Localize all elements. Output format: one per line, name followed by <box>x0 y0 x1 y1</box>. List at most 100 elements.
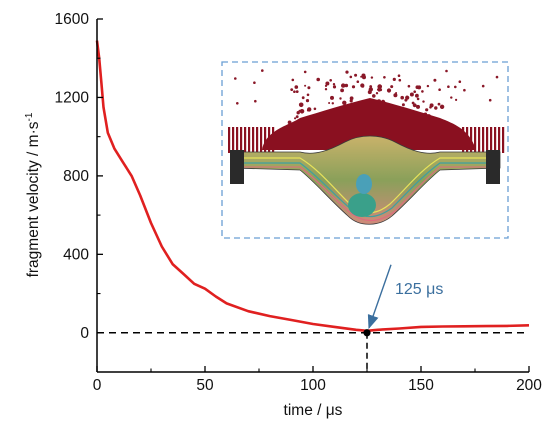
fragment-particle <box>397 74 401 77</box>
column-element <box>502 127 505 153</box>
fragment-particle <box>445 69 448 73</box>
fragment-particle <box>332 83 336 86</box>
fragment-particle <box>369 85 373 88</box>
fragment-particle <box>299 109 305 114</box>
fragment-particle <box>495 75 499 79</box>
fragment-particle <box>294 85 299 89</box>
column-element <box>240 127 243 153</box>
fragment-particle <box>375 92 379 95</box>
fragment-particle <box>295 90 299 93</box>
fragment-particle <box>339 97 342 100</box>
fragment-particle <box>401 103 405 107</box>
fragment-particle <box>332 85 337 89</box>
fragment-particle <box>306 93 310 97</box>
fragment-particle <box>341 83 346 88</box>
fragment-particle <box>412 103 417 108</box>
penetrator-core <box>348 193 376 217</box>
fragment-particle <box>398 78 402 82</box>
fragment-particle <box>301 96 305 100</box>
fragment-particle <box>294 117 297 120</box>
fragment-particle <box>377 88 380 91</box>
y-tick-label: 800 <box>63 168 89 185</box>
fragment-particle <box>390 85 394 89</box>
y-axis-label-main: fragment velocity / m·s <box>25 121 42 277</box>
fragment-particle <box>329 79 333 82</box>
fragment-particle <box>416 97 420 101</box>
fragment-particle <box>370 76 374 79</box>
fragment-particle <box>386 88 392 93</box>
fragment-particle <box>439 104 445 110</box>
fragment-particle <box>368 87 373 92</box>
fragment-particle <box>307 86 311 90</box>
column-element <box>232 127 235 153</box>
annotation-arrow <box>367 264 392 330</box>
left-support <box>230 150 244 184</box>
y-tick-label: 400 <box>63 246 89 263</box>
fragment-particle <box>305 99 310 103</box>
fragment-particle <box>324 88 328 91</box>
fragment-particle <box>234 77 237 80</box>
fragment-particle <box>344 83 349 88</box>
fragment-particle <box>331 102 334 105</box>
fragment-particle <box>342 100 347 106</box>
y-axis-label: fragment velocity / m·s-1 <box>24 112 42 277</box>
column-element <box>478 127 481 153</box>
fragment-particle <box>383 76 386 79</box>
column-element <box>236 127 239 153</box>
fragment-particle <box>407 84 411 88</box>
fragment-particle <box>422 100 425 103</box>
fragment-particle <box>296 111 300 115</box>
inset-simulation-image <box>221 61 509 239</box>
fragment-particle <box>325 81 330 86</box>
fragment-particle <box>447 85 450 88</box>
fragment-particle <box>330 95 334 100</box>
fragment-particle <box>356 80 360 83</box>
column-element <box>486 127 489 153</box>
fragment-particle <box>433 78 437 82</box>
fragment-particle <box>303 70 307 74</box>
fragment-particle <box>349 75 353 79</box>
column-element <box>474 127 477 153</box>
fragment-particle <box>415 93 419 98</box>
y-axis-label-superscript: -1 <box>24 112 35 121</box>
column-element <box>252 127 255 153</box>
fragment-particle <box>236 102 239 105</box>
fragment-particle <box>254 99 257 103</box>
fragment-particle <box>425 108 429 112</box>
right-support <box>486 150 500 184</box>
fragment-particle <box>438 88 441 91</box>
x-axis-label: time / μs <box>284 402 343 419</box>
fragment-particle <box>290 88 294 91</box>
fragment-particle <box>488 98 492 102</box>
column-element <box>490 127 493 153</box>
fragment-particle <box>400 95 405 100</box>
fragment-particle <box>437 102 441 106</box>
fragment-particle <box>354 73 358 77</box>
column-element <box>244 127 247 153</box>
fragment-particle <box>349 96 354 101</box>
fragment-particle <box>351 85 356 89</box>
fragment-particle <box>417 85 422 90</box>
fragment-particle <box>404 98 408 102</box>
fragment-particle <box>416 104 420 109</box>
x-tick-label: 200 <box>516 377 542 394</box>
fragment-particle <box>405 95 409 99</box>
fragment-particle <box>409 92 414 97</box>
fragment-particle <box>295 115 299 119</box>
fragment-particle <box>340 88 344 93</box>
column-element <box>260 127 263 153</box>
fragment-particle <box>379 85 382 88</box>
fragment-particle <box>253 81 256 84</box>
x-tick-label: 0 <box>93 377 102 394</box>
fragment-particle <box>298 102 304 108</box>
annotation-label: 125 μs <box>395 281 443 298</box>
fragment-particle <box>291 78 295 82</box>
fragment-particle <box>392 77 396 81</box>
fragment-particle <box>307 107 312 112</box>
fragment-particle <box>361 85 365 88</box>
fragment-particle <box>421 90 424 93</box>
fragment-particle <box>372 94 376 98</box>
fragment-particle <box>434 106 438 110</box>
fragment-particle <box>328 102 331 104</box>
